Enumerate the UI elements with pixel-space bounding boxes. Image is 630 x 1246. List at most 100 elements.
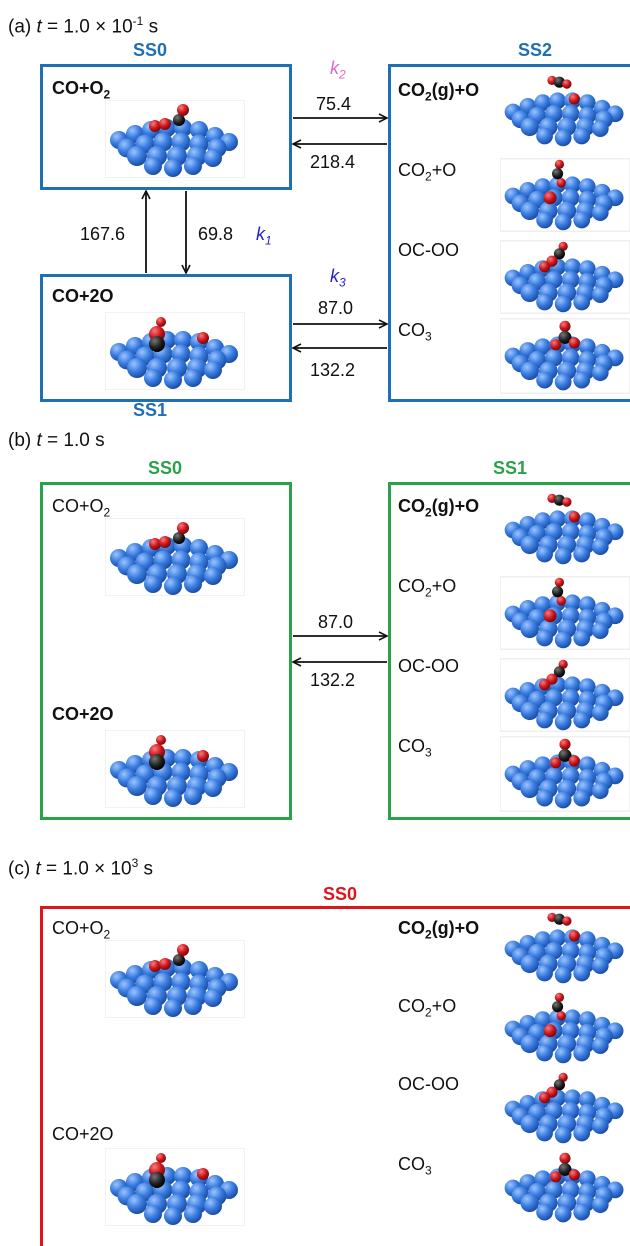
panel-a-co2g-o-label: CO2(g)+O — [398, 80, 479, 104]
pt-surface-oc-oo-icon — [500, 240, 630, 314]
co2-text: CO — [398, 160, 425, 180]
co2-tail: +O — [431, 996, 457, 1016]
panel-a-co-2o-label: CO+2O — [52, 286, 114, 306]
panel-a-k2-label: k2 — [330, 58, 346, 82]
pt-surface-co2-o-icon — [500, 576, 630, 650]
panel-a-rate-218: 218.4 — [310, 152, 356, 172]
co3-text: CO — [398, 320, 425, 340]
co2g-sub: 2 — [425, 927, 432, 942]
pt-surface-co-o2-icon — [105, 940, 245, 1018]
panel-b-title: (b) t = 1.0 s — [8, 430, 105, 452]
pt-surface-co-o2-icon — [105, 518, 245, 596]
panel-b-rate-132: 132.2 — [310, 670, 356, 690]
pt-surface-co2g-o-icon — [504, 493, 624, 565]
pt-surface-co2-o-icon — [504, 992, 624, 1064]
co2-text: CO — [398, 996, 425, 1016]
panel-a-rate-75: 75.4 — [316, 94, 352, 114]
k3-text: k — [330, 266, 339, 286]
pt-surface-co2g-o-icon — [504, 75, 624, 147]
panel-a-rate-69: 69.8 — [198, 224, 234, 244]
pt-surface-co2-o-icon — [500, 158, 630, 232]
panel-c-co3-label: CO3 — [398, 1154, 432, 1178]
pt-surface-co-o2-icon — [105, 100, 245, 178]
panel-b-rate-87: 87.0 — [318, 612, 354, 632]
panel-a-ss2-label: SS2 — [517, 40, 553, 60]
panel-b-title-var: t — [36, 430, 42, 451]
panel-a-ss0-box — [40, 64, 292, 190]
panel-a-title-mid: = 1.0 × 10 — [41, 16, 133, 38]
panel-c-co2-o-label: CO2+O — [398, 996, 456, 1020]
pt-surface-co3-icon — [500, 318, 630, 394]
co2-tail: +O — [431, 160, 457, 180]
k1-text: k — [256, 224, 265, 244]
panel-c-co-o2-label: CO+O2 — [52, 918, 110, 942]
panel-c-co-2o-label: CO+2O — [52, 1124, 114, 1144]
panel-b-title-rest: = 1.0 s — [41, 430, 105, 451]
co-o2-sub: 2 — [103, 927, 111, 942]
panel-c-title-mid: = 1.0 × 10 — [40, 858, 132, 880]
panel-c-title-unit: s — [138, 858, 154, 880]
panel-a-k3-label: k3 — [330, 266, 346, 290]
panel-c-title-prefix: (c) — [8, 858, 36, 880]
co-o2-sub: 2 — [103, 505, 111, 520]
co2-sub: 2 — [425, 169, 432, 184]
panel-b-oc-oo-label: OC-OO — [398, 656, 459, 676]
panel-a-oc-oo-label: OC-OO — [398, 240, 459, 260]
co2g-text: CO — [398, 496, 425, 516]
co2g-tail: (g)+O — [431, 918, 480, 938]
panel-c-co2g-o-label: CO2(g)+O — [398, 918, 479, 942]
pt-surface-oc-oo-icon — [504, 1072, 624, 1144]
k1-sub: 1 — [265, 233, 272, 248]
panel-a-title: (a) t = 1.0 × 10-1 s — [8, 14, 158, 38]
co-o2-sub: 2 — [103, 87, 111, 102]
panel-a-title-exp: -1 — [132, 14, 144, 28]
panel-b-ss0-label: SS0 — [147, 458, 183, 478]
co2g-sub: 2 — [425, 89, 432, 104]
co2-sub: 2 — [425, 585, 432, 600]
co-o2-text: CO+O — [52, 496, 104, 516]
k2-text: k — [330, 58, 339, 78]
pt-surface-co3-icon — [504, 1152, 624, 1223]
panel-c-title-exp: 3 — [131, 856, 139, 870]
panel-a-rate-87: 87.0 — [318, 298, 354, 318]
pt-surface-oc-oo-icon — [500, 658, 630, 732]
panel-a-rate-132: 132.2 — [310, 360, 356, 380]
panel-a-ss0-label: SS0 — [132, 40, 168, 60]
pt-surface-co-2o-icon — [105, 312, 245, 390]
co3-sub: 3 — [425, 329, 432, 344]
panel-b-co-2o-label: CO+2O — [52, 704, 114, 724]
panel-c-title: (c) t = 1.0 × 103 s — [8, 856, 153, 880]
co2-text: CO — [398, 576, 425, 596]
co-o2-text: CO+O — [52, 78, 104, 98]
panel-a-k1-label: k1 — [256, 224, 272, 248]
panel-b-ss0-box — [40, 482, 292, 820]
pt-surface-co-2o-icon — [105, 1148, 245, 1226]
panel-b-co2g-o-label: CO2(g)+O — [398, 496, 479, 520]
co2-sub: 2 — [425, 1005, 432, 1020]
k2-sub: 2 — [339, 67, 346, 82]
co2-tail: +O — [431, 576, 457, 596]
panel-a-co3-label: CO3 — [398, 320, 432, 344]
panel-b-co3-label: CO3 — [398, 736, 432, 760]
co2g-tail: (g)+O — [431, 80, 480, 100]
co3-sub: 3 — [425, 1163, 432, 1178]
panel-c-oc-oo-label: OC-OO — [398, 1074, 459, 1094]
panel-a-co-o2-label: CO+O2 — [52, 78, 110, 102]
panel-c-ss0-label: SS0 — [322, 884, 358, 904]
pt-surface-co3-icon — [500, 736, 630, 812]
co3-text: CO — [398, 736, 425, 756]
co2g-text: CO — [398, 918, 425, 938]
co-o2-text: CO+O — [52, 918, 104, 938]
pt-surface-co-2o-icon — [105, 730, 245, 808]
panel-a-ss1-box — [40, 274, 292, 402]
panel-c-ss0-box — [40, 906, 630, 1246]
co3-sub: 3 — [425, 745, 432, 760]
co2g-sub: 2 — [425, 505, 432, 520]
panel-b-title-prefix: (b) — [8, 430, 37, 451]
co3-text: CO — [398, 1154, 425, 1174]
panel-a-rate-167: 167.6 — [80, 224, 126, 244]
panel-a-title-unit: s — [143, 16, 159, 38]
pt-surface-co2g-o-icon — [504, 912, 624, 984]
panel-a-title-var: t — [36, 16, 42, 38]
